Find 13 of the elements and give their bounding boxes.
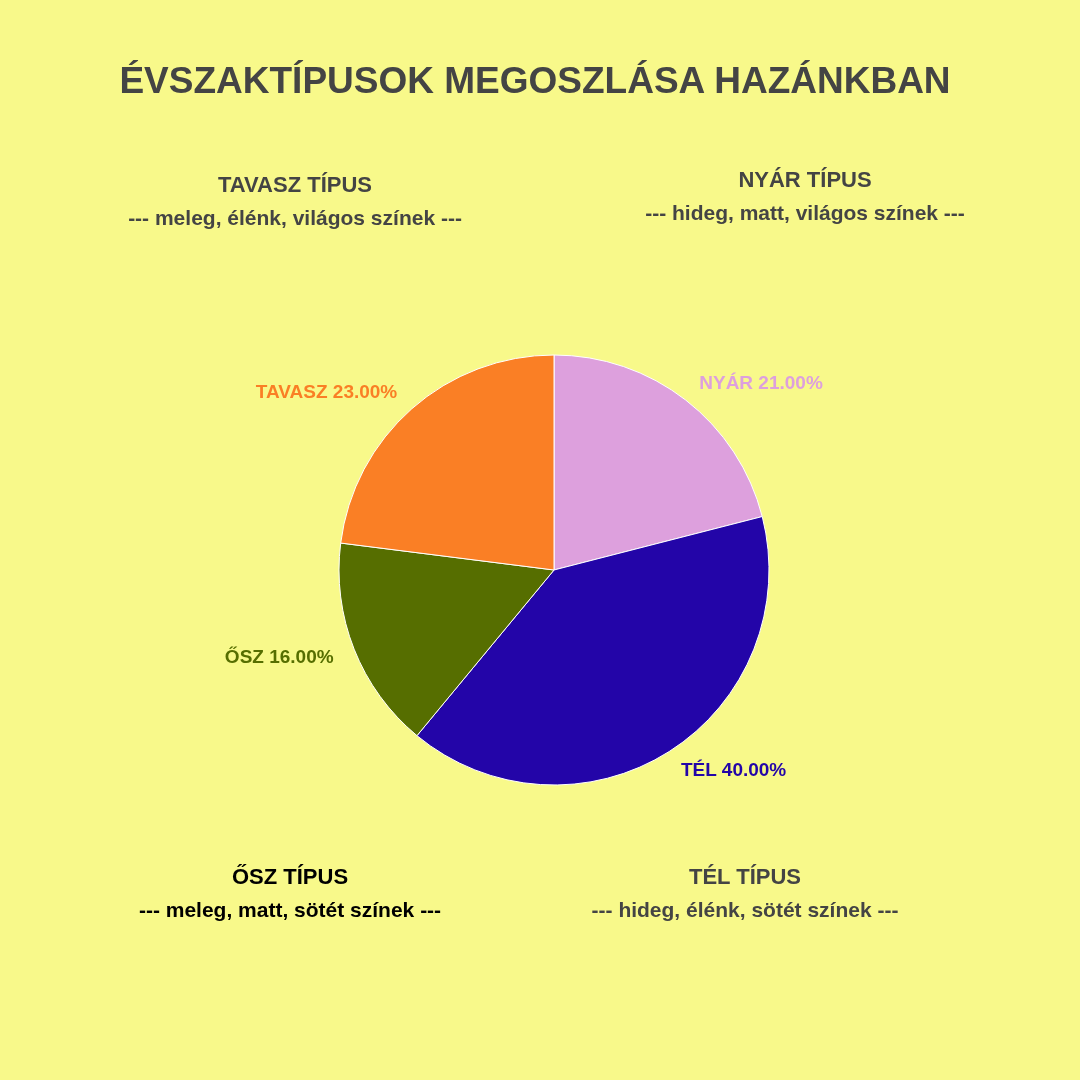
slice-label: TAVASZ 23.00% xyxy=(255,381,398,403)
slice-label: TÉL 40.00% xyxy=(680,759,787,781)
chart-title: ÉVSZAKTÍPUSOK MEGOSZLÁSA HAZÁNKBAN xyxy=(119,60,951,101)
text: --- meleg, matt, sötét színek --- xyxy=(138,898,442,921)
text: TÉL TÍPUS xyxy=(688,864,802,889)
text: TAVASZ TÍPUS xyxy=(218,172,372,197)
text: NYÁR TÍPUS xyxy=(738,167,872,192)
text: --- hideg, matt, világos színek --- xyxy=(645,201,965,224)
text: --- hideg, élénk, sötét színek --- xyxy=(591,898,899,921)
slice-label: NYÁR 21.00% xyxy=(699,371,823,393)
text: --- meleg, élénk, világos színek --- xyxy=(128,206,462,229)
text: ŐSZ TÍPUS xyxy=(231,864,349,889)
slice-label: ŐSZ 16.00% xyxy=(224,646,334,668)
